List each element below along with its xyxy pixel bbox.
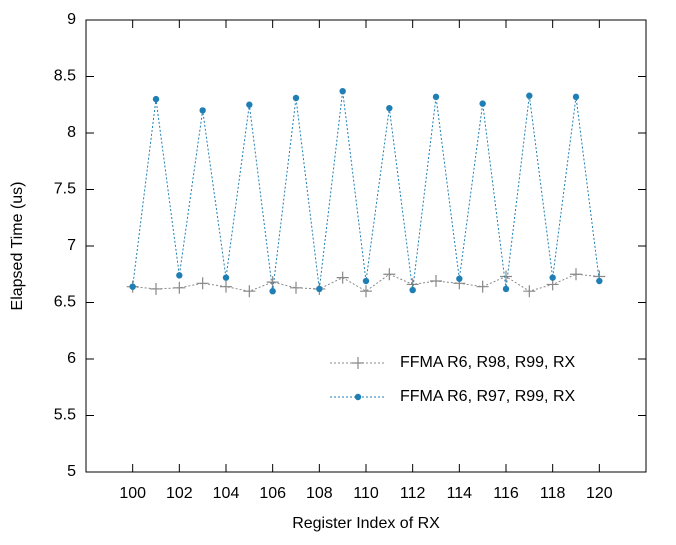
x-tick-label: 114	[447, 485, 473, 502]
y-axis-label: Elapsed Time (us)	[9, 182, 26, 311]
data-point	[290, 281, 302, 294]
data-point	[150, 282, 162, 295]
data-point	[500, 270, 512, 283]
data-point	[456, 275, 463, 282]
legend-marker	[354, 393, 362, 401]
x-tick-label: 104	[213, 485, 240, 502]
legend-marker	[352, 357, 364, 369]
data-point	[383, 268, 396, 281]
data-point	[570, 268, 582, 281]
y-tick-label: 9	[67, 11, 76, 28]
y-tick-label: 6.5	[54, 294, 76, 311]
legend-label: FFMA R6, R98, R99, RX	[400, 354, 575, 371]
data-point	[199, 107, 206, 114]
y-tick-label: 5.5	[54, 407, 76, 424]
data-point	[220, 280, 232, 293]
data-point	[266, 276, 279, 289]
data-point	[476, 280, 489, 293]
data-point	[316, 285, 323, 293]
data-point	[479, 100, 486, 107]
data-point	[176, 272, 183, 279]
data-point	[246, 101, 253, 108]
x-tick-label: 102	[166, 485, 193, 502]
data-point	[129, 283, 136, 290]
x-tick-label: 106	[259, 485, 286, 502]
data-point	[386, 104, 393, 112]
data-point	[526, 92, 533, 99]
y-tick-label: 7.5	[54, 181, 76, 198]
x-tick-label: 110	[353, 485, 379, 502]
data-point	[362, 277, 370, 285]
data-point	[269, 288, 276, 295]
data-point	[173, 281, 186, 294]
y-tick-label: 8.5	[54, 68, 76, 85]
y-tick-label: 6	[67, 350, 76, 367]
x-tick-label: 116	[493, 485, 519, 502]
x-tick-label: 108	[306, 485, 333, 502]
series-line	[132, 91, 600, 292]
x-tick-label: 118	[540, 485, 566, 502]
x-tick-label: 112	[400, 485, 426, 502]
x-axis-label: Register Index of RX	[292, 515, 440, 532]
y-tick-label: 7	[67, 237, 76, 254]
data-point	[596, 277, 603, 285]
y-tick-label: 5	[67, 463, 76, 480]
data-point	[432, 93, 440, 101]
data-point	[409, 286, 416, 294]
data-point	[243, 285, 256, 298]
data-point	[336, 271, 349, 284]
data-point	[339, 87, 346, 95]
x-tick-label: 120	[586, 485, 613, 502]
data-point	[549, 274, 556, 281]
data-point	[572, 93, 580, 101]
data-point	[430, 275, 442, 288]
data-point	[502, 285, 510, 293]
x-tick-label: 100	[119, 485, 146, 502]
data-point	[196, 277, 209, 290]
y-tick-label: 8	[67, 124, 76, 141]
legend-label: FFMA R6, R97, R99, RX	[400, 388, 575, 405]
data-point	[152, 95, 160, 103]
data-point	[523, 285, 536, 298]
data-point	[360, 285, 372, 298]
data-point	[222, 274, 230, 281]
data-point	[292, 94, 300, 102]
